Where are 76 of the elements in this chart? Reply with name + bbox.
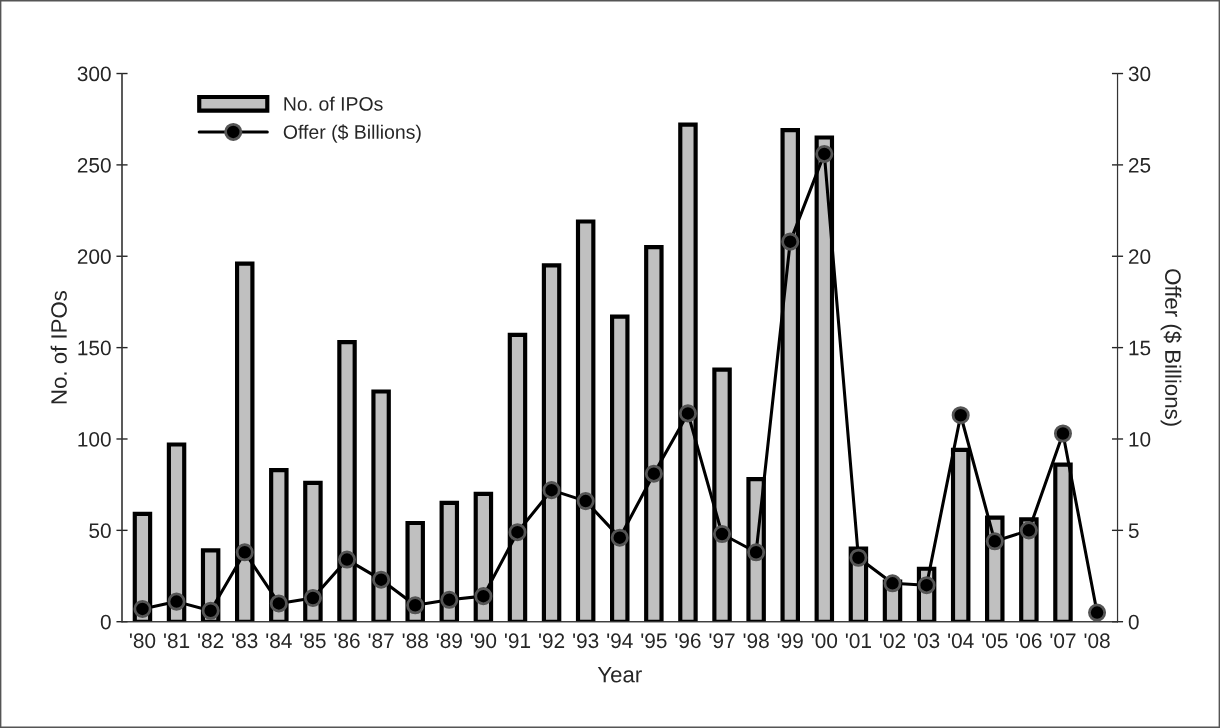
point: [133, 599, 152, 618]
x-tick-label: '92: [539, 633, 565, 649]
x-tick-label: '98: [743, 633, 769, 649]
y-tick-label: 250: [77, 157, 111, 173]
x-tick-label: '08: [1084, 633, 1110, 649]
x-axis-title: Year: [597, 666, 642, 683]
x-tick-label: '84: [266, 633, 292, 649]
point: [815, 144, 834, 163]
x-tick-label: '99: [777, 633, 803, 649]
y2-tick-label: 15: [1129, 340, 1151, 356]
x-tick-label: '91: [504, 633, 531, 649]
y-tick-label: 200: [77, 249, 111, 265]
point: [337, 550, 357, 569]
y2-tick-label: 0: [1128, 614, 1139, 630]
y2-axis-title: Offer ($ Billions): [1160, 269, 1182, 426]
y-tick-label: 300: [77, 66, 111, 82]
y-axis-title: No. of IPOs: [50, 290, 67, 404]
point: [849, 548, 868, 567]
x-tick-label: '86: [334, 633, 360, 649]
point: [951, 406, 970, 425]
point: [440, 590, 459, 609]
legend-label: Offer ($ Billions): [283, 124, 421, 143]
x-tick-label: '81: [164, 633, 190, 649]
x-tick-label: '82: [198, 633, 224, 649]
point: [1019, 521, 1038, 540]
x-tick-label: '06: [1016, 633, 1042, 649]
point: [1088, 603, 1107, 622]
point: [644, 464, 663, 483]
point: [372, 570, 391, 589]
point: [747, 543, 766, 562]
y2-tick-label: 30: [1128, 66, 1151, 82]
point: [610, 528, 629, 547]
point: [1053, 424, 1072, 443]
y2-tick-label: 20: [1128, 249, 1151, 265]
x-tick-label: '05: [982, 633, 1008, 649]
point: [167, 592, 186, 611]
y-tick-label: 150: [78, 340, 111, 356]
y-tick-label: 0: [100, 614, 111, 630]
x-tick-label: '87: [368, 633, 394, 649]
y-tick-label: 50: [89, 523, 111, 539]
x-tick-label: '95: [641, 633, 667, 649]
x-tick-label: '80: [129, 633, 156, 649]
x-tick-label: '00: [811, 633, 838, 649]
point: [269, 594, 288, 613]
x-tick-label: '97: [709, 633, 735, 649]
y2-tick-label: 5: [1128, 523, 1139, 539]
point: [508, 523, 527, 542]
x-tick-label: '01: [845, 633, 871, 649]
point: [781, 232, 800, 251]
x-tick-label: '03: [914, 633, 940, 649]
point: [303, 588, 322, 607]
x-tick-label: '94: [607, 633, 633, 649]
x-tick-label: '89: [436, 633, 462, 649]
x-tick-label: '83: [232, 633, 258, 649]
y2-tick-label: 10: [1129, 431, 1151, 447]
y-tick-label: 100: [78, 431, 111, 447]
point: [201, 601, 220, 620]
y2-tick-label: 25: [1128, 157, 1151, 173]
x-tick-label: '02: [879, 633, 906, 649]
point: [406, 596, 425, 615]
point: [985, 532, 1004, 551]
x-tick-label: '90: [470, 633, 497, 649]
point: [678, 404, 697, 423]
point: [713, 524, 732, 544]
x-tick-label: '85: [300, 633, 326, 649]
x-tick-label: '96: [675, 633, 701, 649]
x-tick-label: '07: [1050, 633, 1076, 649]
x-tick-label: '88: [402, 633, 428, 649]
x-tick-label: '04: [948, 633, 974, 649]
point: [883, 574, 902, 593]
legend-label: No. of IPOs: [284, 96, 383, 111]
point: [474, 587, 493, 606]
point: [542, 481, 561, 500]
point: [235, 543, 254, 562]
point: [576, 492, 595, 511]
x-tick-label: '93: [573, 633, 599, 649]
